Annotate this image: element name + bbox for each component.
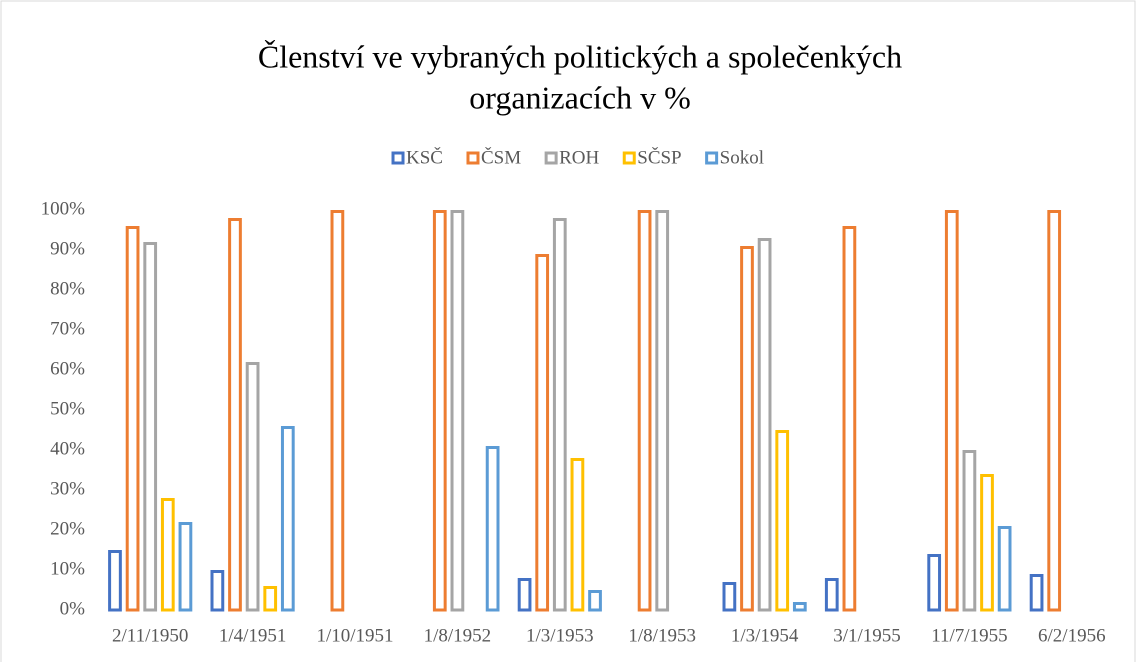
y-tick-label: 90% [50,238,85,259]
bar [330,210,345,612]
x-tick-label: 1/10/1951 [316,625,393,646]
bar [245,362,260,612]
bar [1029,574,1044,612]
legend-label: ROH [559,147,599,168]
bar [280,426,295,612]
bar [552,218,567,612]
x-tick-label: 3/1/1955 [833,625,901,646]
bar [1047,210,1062,612]
x-tick-label: 1/8/1953 [628,625,696,646]
x-tick-label: 2/11/1950 [112,625,188,646]
bar [588,590,602,612]
bar [535,254,550,612]
x-tick-label: 1/8/1952 [424,625,492,646]
legend-label: SČSP [637,146,681,168]
bar [178,522,193,612]
chart-title: Členství ve vybraných politických a spol… [258,38,902,74]
bar [927,554,942,612]
bar [722,582,737,612]
bar [997,526,1012,612]
bar [962,450,977,612]
bar [450,210,465,612]
x-tick-label: 6/2/1956 [1038,625,1106,646]
legend-marker [466,151,480,165]
bar [125,226,140,612]
bar [485,446,500,612]
y-tick-label: 100% [41,198,86,219]
legend-label: Sokol [720,147,764,168]
bar [570,458,585,612]
bar [263,586,278,612]
bar [228,218,242,612]
legend-label: KSČ [406,146,443,168]
y-tick-label: 20% [50,518,85,539]
bar [740,246,754,612]
legend-marker [622,151,636,165]
bar [775,430,790,612]
legend-marker [391,151,405,165]
legend-marker [705,151,719,165]
bar [210,570,225,612]
bar [517,578,532,612]
x-tick-label: 1/3/1953 [526,625,594,646]
bar [655,210,670,612]
y-tick-label: 40% [50,438,85,459]
bar [108,550,122,612]
bar [792,602,807,612]
bar [824,578,839,612]
bar [842,226,857,612]
y-tick-label: 30% [50,478,85,499]
y-tick-label: 60% [50,358,85,379]
bar [160,498,175,612]
chart-title: organizacích v % [469,79,691,115]
bar [980,474,994,612]
y-tick-label: 10% [50,558,85,579]
bar [637,210,652,612]
x-tick-label: 11/7/1955 [931,625,1007,646]
y-tick-label: 80% [50,278,85,299]
x-tick-label: 1/4/1951 [219,625,287,646]
bar [944,210,959,612]
bar [143,242,158,612]
y-tick-label: 50% [50,398,85,419]
y-tick-label: 0% [60,598,86,619]
bar [757,238,772,612]
y-tick-label: 70% [50,318,85,339]
legend-label: ČSM [481,146,521,168]
bar [432,210,447,612]
x-tick-label: 1/3/1954 [731,625,799,646]
legend-marker [544,151,558,165]
